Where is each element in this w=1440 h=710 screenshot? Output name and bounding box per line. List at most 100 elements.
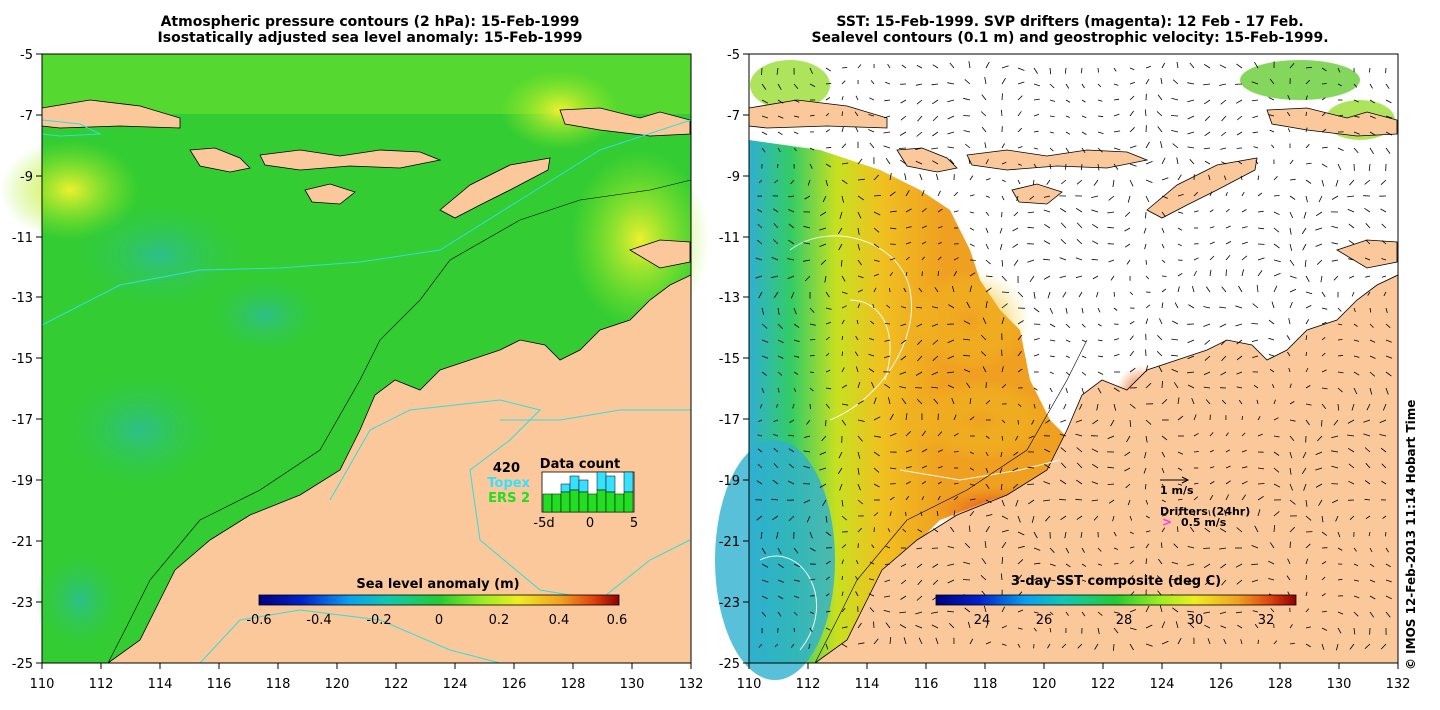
sla-colorbar-tick: -0.6 [246,613,271,628]
velocity-arrow [1081,371,1087,376]
velocity-arrow [1113,627,1119,634]
velocity-arrow [809,547,816,552]
velocity-arrow [803,435,811,438]
velocity-arrow [1049,307,1054,314]
velocity-arrow [1273,176,1278,181]
velocity-arrow [1097,627,1100,635]
velocity-arrow [1177,511,1182,517]
velocity-arrow [1302,243,1307,251]
velocity-arrow [947,546,955,549]
velocity-arrow [857,451,861,459]
velocity-arrow [1331,242,1339,245]
velocity-arrow [1221,399,1227,405]
velocity-arrow [806,419,811,425]
velocity-arrow [1225,208,1230,213]
topex-label: Topex [487,476,530,491]
velocity-arrow [985,195,990,198]
velocity-arrow [898,147,907,149]
velocity-arrow [1241,415,1243,421]
velocity-arrow [1385,547,1389,553]
velocity-arrow [1129,67,1135,71]
velocity-arrow [984,77,987,85]
velocity-arrow [1241,494,1247,501]
right-y-tick: -7 [727,109,740,124]
velocity-arrow [1170,115,1179,117]
velocity-arrow [905,190,910,197]
tanimbar-islands [629,239,691,269]
velocity-arrow [1209,494,1214,501]
velocity-arrow [841,591,844,597]
velocity-arrow [841,111,843,117]
velocity-arrow [981,558,987,565]
velocity-arrow [1043,209,1051,213]
left-y-tick: -25 [12,657,33,672]
velocity-arrow [980,351,987,357]
velocity-arrow [1177,272,1183,277]
velocity-arrow [1092,419,1099,425]
velocity-arrow [888,397,891,405]
velocity-arrow [1385,323,1391,329]
velocity-arrow [1220,131,1227,137]
sla-colorbar-tick: 0.6 [607,613,628,628]
velocity-arrow [787,275,795,280]
velocity-arrow [1077,643,1083,649]
velocity-arrow [757,448,763,453]
velocity-arrow [1001,499,1005,507]
velocity-arrow [1364,257,1371,261]
velocity-arrow [792,403,795,409]
velocity-arrow [1273,259,1281,263]
velocity-arrow [1331,450,1339,453]
velocity-arrow [1076,462,1083,469]
sea-level-contour [759,555,818,651]
australia-landmass [106,274,692,664]
velocity-arrow [969,285,972,293]
velocity-arrow [1001,317,1005,325]
velocity-arrow [931,371,939,376]
velocity-arrow [1187,546,1195,549]
velocity-arrow [1321,336,1326,341]
velocity-arrow [841,80,846,85]
velocity-arrow [1081,163,1083,171]
velocity-arrow [1363,419,1371,423]
velocity-arrow [916,65,923,69]
velocity-arrow [1353,547,1357,552]
velocity-arrow [1331,435,1339,439]
velocity-arrow [1236,386,1243,389]
velocity-arrow [1177,397,1180,405]
velocity-arrow [1112,179,1115,187]
velocity-arrow [1012,467,1019,472]
velocity-arrow [761,307,765,315]
velocity-arrow [915,147,923,150]
velocity-arrow [1129,110,1134,117]
velocity-arrow [787,480,795,485]
velocity-arrow [1365,239,1371,245]
velocity-arrow [788,463,795,469]
velocity-arrow [1353,339,1360,342]
velocity-arrow [1369,611,1375,618]
velocity-arrow [932,563,939,568]
velocity-arrow [905,481,911,485]
velocity-arrow [1321,307,1328,310]
velocity-arrow [1065,563,1071,568]
velocity-arrow [841,291,848,295]
velocity-arrow [889,637,892,645]
velocity-arrow [825,531,832,537]
velocity-arrow [788,515,795,522]
velocity-arrow [969,510,975,517]
velocity-arrow [1161,259,1166,264]
right-x-axis: 110 112 114 116 118 120 122 124 126 128 … [737,663,1410,692]
velocity-arrow [1161,451,1166,458]
velocity-arrow [937,190,941,197]
velocity-arrow [921,448,928,453]
pressure-contour-2 [329,399,691,601]
velocity-arrow [1145,318,1149,325]
velocity-arrow [1240,509,1243,517]
velocity-arrow [1333,419,1339,426]
pressure-contour-3 [500,409,691,421]
velocity-arrow [1189,159,1195,165]
velocity-arrow [1193,257,1199,261]
velocity-arrow [1288,318,1291,325]
velocity-arrow [1385,387,1389,395]
velocity-arrow [1289,62,1295,69]
velocity-arrow [1241,191,1245,197]
